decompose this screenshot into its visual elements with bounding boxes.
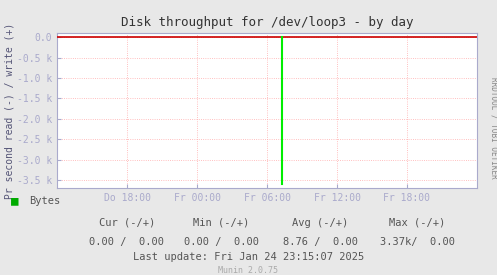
Y-axis label: Pr second read (-) / write (+): Pr second read (-) / write (+) (4, 23, 14, 199)
Text: RRDTOOL / TOBI OETIKER: RRDTOOL / TOBI OETIKER (489, 77, 497, 179)
Text: 3.37k/  0.00: 3.37k/ 0.00 (380, 237, 455, 247)
Text: Min (-/+): Min (-/+) (193, 218, 249, 228)
Text: Cur (-/+): Cur (-/+) (98, 218, 155, 228)
Text: 0.00 /  0.00: 0.00 / 0.00 (89, 237, 164, 247)
Text: Max (-/+): Max (-/+) (389, 218, 446, 228)
Text: ■: ■ (11, 194, 18, 207)
Text: 0.00 /  0.00: 0.00 / 0.00 (184, 237, 258, 247)
Text: 8.76 /  0.00: 8.76 / 0.00 (283, 237, 358, 247)
Text: Munin 2.0.75: Munin 2.0.75 (219, 266, 278, 274)
Text: Last update: Fri Jan 24 23:15:07 2025: Last update: Fri Jan 24 23:15:07 2025 (133, 252, 364, 262)
Text: Bytes: Bytes (29, 196, 60, 206)
Title: Disk throughput for /dev/loop3 - by day: Disk throughput for /dev/loop3 - by day (121, 16, 414, 29)
Text: Avg (-/+): Avg (-/+) (292, 218, 349, 228)
